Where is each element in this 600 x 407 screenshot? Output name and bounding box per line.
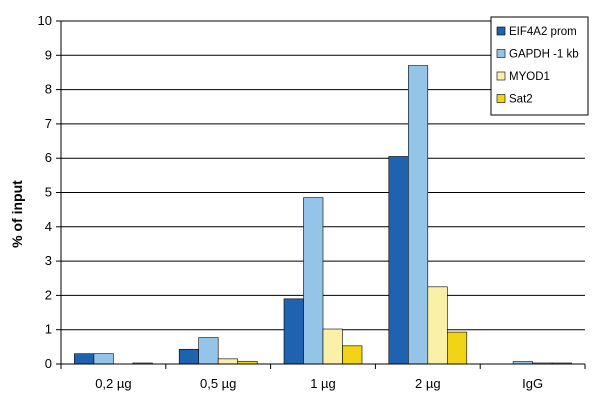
bar <box>93 353 114 365</box>
y-tick-label: 6 <box>45 150 52 165</box>
x-tick-label: 1 µg <box>310 376 336 391</box>
legend-swatch <box>496 94 506 103</box>
x-tick-label: 0,2 µg <box>95 376 131 391</box>
bars-layer <box>74 65 572 365</box>
bar <box>178 348 199 365</box>
legend-swatch <box>496 71 506 81</box>
bar <box>342 345 363 365</box>
bar <box>407 65 429 365</box>
bar <box>74 353 95 365</box>
y-tick-label: 5 <box>45 185 52 200</box>
bar <box>217 358 238 365</box>
legend-label: Sat2 <box>509 94 533 106</box>
x-tick-label: IgG <box>522 376 543 391</box>
bar <box>427 286 448 365</box>
y-tick-label: 1 <box>45 322 52 337</box>
legend-label: EIF4A2 prom <box>509 26 577 38</box>
legend-label: GAPDH -1 kb <box>509 49 579 61</box>
axes-layer <box>56 20 586 369</box>
x-tick-label: 0,5 µg <box>200 376 236 391</box>
y-tick-label: 9 <box>45 47 52 62</box>
legend: EIF4A2 prom GAPDH -1 kb MYOD1 Sat2 <box>490 16 589 116</box>
y-tick-label: 10 <box>38 13 52 28</box>
bar <box>198 337 219 365</box>
bar <box>322 328 343 365</box>
y-tick-label: 8 <box>45 82 52 97</box>
y-tick-label: 0 <box>45 356 52 371</box>
legend-swatch <box>496 49 506 58</box>
legend-box <box>490 16 589 116</box>
legend-label: MYOD1 <box>509 71 550 83</box>
y-tick-label: 4 <box>45 219 52 234</box>
y-tick-label: 7 <box>45 116 52 131</box>
bar <box>446 331 468 365</box>
x-tick-label: 2 µg <box>415 376 441 391</box>
bar <box>388 156 409 365</box>
bar <box>283 298 304 365</box>
y-axis-title: % of input <box>9 180 25 248</box>
bar <box>303 197 324 365</box>
legend-swatch <box>496 26 506 36</box>
y-tick-label: 3 <box>45 253 52 268</box>
labels-layer: 0 1 2 3 4 5 6 7 8 9 10 0,2 µg 0,5 µg 1 µg 2 µg IgG <box>38 13 544 391</box>
y-tick-label: 2 <box>45 287 52 302</box>
